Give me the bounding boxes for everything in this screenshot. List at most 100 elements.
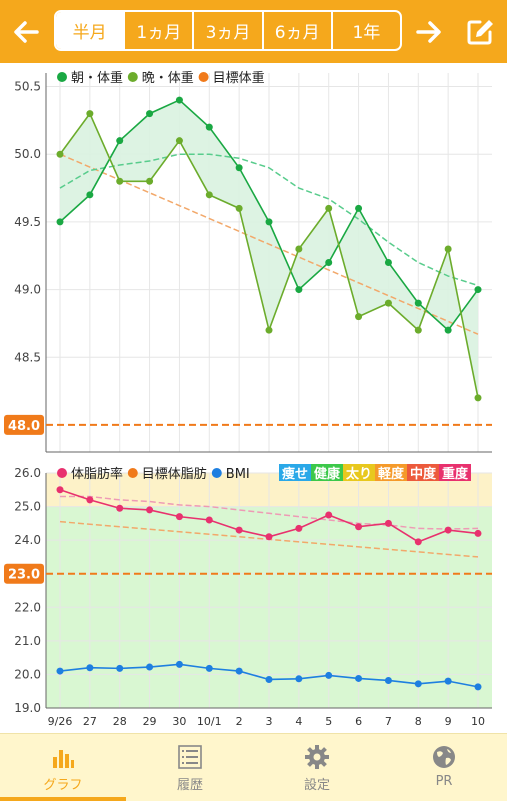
data-point bbox=[175, 513, 183, 521]
data-point bbox=[86, 110, 94, 118]
y-tick-label: 24.0 bbox=[14, 533, 41, 547]
tab-1-year[interactable]: 1年 bbox=[330, 12, 400, 49]
target-badge-label: 23.0 bbox=[8, 568, 40, 583]
x-tick-label: 28 bbox=[113, 715, 127, 728]
x-tick-label: 9/26 bbox=[48, 715, 73, 728]
nav-graph-label: グラフ bbox=[43, 778, 83, 793]
data-point bbox=[146, 663, 154, 671]
x-tick-label: 6 bbox=[355, 715, 362, 728]
data-point bbox=[295, 286, 303, 294]
globe-icon bbox=[433, 746, 455, 768]
data-point bbox=[235, 164, 243, 172]
body-fat-chart: 26.025.024.023.022.021.020.019.09/262728… bbox=[4, 464, 492, 728]
data-point bbox=[265, 533, 273, 541]
data-point bbox=[414, 538, 422, 546]
arrow-left-icon bbox=[14, 21, 39, 43]
active-tab-indicator bbox=[0, 797, 126, 801]
target-badge bbox=[4, 414, 44, 435]
data-point bbox=[355, 674, 363, 682]
data-point bbox=[146, 177, 154, 185]
category-chip-label-2: 太り bbox=[345, 466, 372, 482]
data-point bbox=[414, 326, 422, 334]
data-point bbox=[384, 299, 392, 307]
legend-label-1: 目標体脂肪 bbox=[142, 466, 207, 482]
data-point bbox=[444, 677, 452, 685]
data-point bbox=[295, 524, 303, 532]
x-tick-label: 4 bbox=[295, 715, 302, 728]
data-point bbox=[116, 177, 124, 185]
gear-icon bbox=[305, 745, 329, 769]
category-chip-2 bbox=[343, 464, 375, 481]
nav-history[interactable]: 履歴 bbox=[127, 734, 253, 801]
data-point bbox=[474, 529, 482, 537]
y-tick-label: 26.0 bbox=[14, 466, 41, 480]
legend-marker-2 bbox=[198, 72, 209, 82]
category-chip-3 bbox=[375, 464, 407, 481]
data-point bbox=[384, 676, 392, 684]
top-toolbar: 半月 1ヵ月 3ヵ月 6ヵ月 1年 bbox=[0, 0, 507, 63]
tab-6-months[interactable]: 6ヵ月 bbox=[261, 12, 331, 49]
bar-chart-icon bbox=[53, 750, 74, 768]
data-point bbox=[295, 675, 303, 683]
data-point bbox=[86, 496, 94, 504]
data-point bbox=[265, 675, 273, 683]
x-tick-label: 27 bbox=[83, 715, 97, 728]
legend-marker-0 bbox=[57, 72, 67, 82]
nav-settings[interactable]: 設定 bbox=[254, 734, 380, 801]
data-point bbox=[414, 299, 422, 307]
x-tick-label: 5 bbox=[325, 715, 332, 728]
data-point bbox=[175, 96, 183, 104]
data-point bbox=[384, 259, 392, 266]
x-tick-label: 8 bbox=[415, 715, 422, 728]
data-point bbox=[205, 516, 213, 524]
edit-button[interactable] bbox=[460, 12, 500, 52]
y-tick-label: 25.0 bbox=[14, 500, 41, 514]
tab-3-months[interactable]: 3ヵ月 bbox=[192, 12, 261, 49]
data-point bbox=[86, 664, 94, 672]
legend-marker-2 bbox=[211, 468, 222, 478]
legend-label-0: 体脂肪率 bbox=[71, 466, 123, 482]
trend-line bbox=[59, 153, 479, 287]
category-chip-1 bbox=[311, 464, 343, 481]
category-chip-label-1: 健康 bbox=[314, 466, 341, 482]
data-point bbox=[325, 259, 333, 266]
tab-half-month[interactable]: 半月 bbox=[56, 12, 124, 49]
category-chip-label-4: 中度 bbox=[410, 466, 437, 482]
data-point bbox=[295, 245, 303, 253]
data-point bbox=[444, 526, 452, 534]
data-point bbox=[265, 218, 273, 226]
forward-button[interactable] bbox=[409, 12, 449, 52]
bottom-navigation: グラフ 履歴 設定 PR bbox=[0, 733, 507, 801]
data-point bbox=[56, 150, 64, 158]
nav-graph[interactable]: グラフ bbox=[0, 734, 126, 801]
x-tick-label: 10/1 bbox=[197, 715, 222, 728]
y-tick-label: 22.0 bbox=[14, 600, 41, 614]
x-tick-label: 9 bbox=[445, 715, 452, 728]
back-button[interactable] bbox=[6, 12, 46, 52]
data-point bbox=[175, 660, 183, 668]
nav-history-label: 履歴 bbox=[176, 778, 203, 793]
data-point bbox=[175, 137, 183, 145]
legend-label-2: 目標体重 bbox=[213, 70, 265, 86]
charts-area: 50.5 50.0 49.5 49.0 48.5 48.0 朝・体重 晩・体重 目標体重 26.… bbox=[0, 63, 507, 733]
period-tabs: 半月 1ヵ月 3ヵ月 6ヵ月 1年 bbox=[54, 10, 402, 51]
data-point bbox=[474, 683, 482, 691]
category-chip-0 bbox=[279, 464, 311, 481]
nav-pr[interactable]: PR bbox=[381, 734, 507, 801]
y-tick-label: 21.0 bbox=[14, 634, 41, 648]
target-badge-label: 48.0 bbox=[8, 419, 40, 434]
y-tick-label: 50.5 bbox=[14, 80, 41, 94]
legend-label-1: 晩・体重 bbox=[142, 70, 194, 86]
data-point bbox=[325, 671, 333, 679]
range-fill bbox=[60, 100, 478, 398]
category-chip-4 bbox=[407, 464, 439, 481]
data-point bbox=[146, 506, 154, 514]
category-chip-label-3: 軽度 bbox=[378, 466, 405, 482]
data-point bbox=[56, 486, 64, 494]
data-point bbox=[474, 286, 482, 294]
arrow-right-icon bbox=[416, 21, 441, 43]
tab-1-month[interactable]: 1ヵ月 bbox=[123, 12, 192, 49]
data-point bbox=[414, 680, 422, 688]
category-chip-label-0: 痩せ bbox=[282, 466, 308, 482]
edit-icon bbox=[467, 20, 493, 45]
